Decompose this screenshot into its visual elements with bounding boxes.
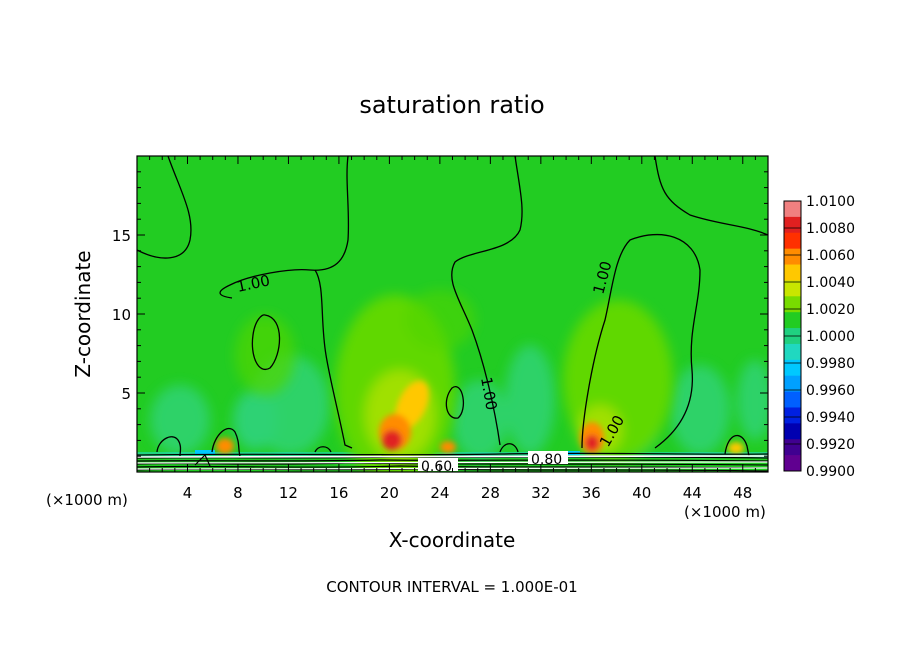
colorbar-swatch xyxy=(784,359,801,377)
x-tick-label: 36 xyxy=(582,484,601,502)
colorbar-swatch xyxy=(784,375,801,393)
contour-label-bg xyxy=(418,458,458,471)
colorbar-swatch xyxy=(784,391,801,408)
colorbar-label: 0.9960 xyxy=(806,383,855,399)
colorbar-label: 1.0020 xyxy=(806,302,855,318)
x-tick-label: 32 xyxy=(531,484,550,502)
plot-area xyxy=(137,156,768,472)
colorbar-label: 0.9980 xyxy=(806,356,855,372)
colorbar-swatch xyxy=(784,407,801,424)
x-tick-label: 12 xyxy=(279,484,298,502)
x-tick-label: 8 xyxy=(233,484,243,502)
colorbar-label: 1.0080 xyxy=(806,221,855,237)
y-tick-label: 10 xyxy=(112,306,131,324)
x-tick-label: 44 xyxy=(683,484,702,502)
contour-lines xyxy=(137,156,768,457)
colorbar-label: 0.9920 xyxy=(806,437,855,453)
colorbar-label: 1.0100 xyxy=(806,194,855,210)
colorbar-swatch xyxy=(784,280,801,297)
colorbar-swatch xyxy=(784,343,801,361)
x-tick-label: 4 xyxy=(183,484,193,502)
x-tick-label: 48 xyxy=(733,484,752,502)
colorbar-label: 1.0000 xyxy=(806,329,855,345)
contour-label: 0.60 xyxy=(421,459,452,475)
contour-label-bg xyxy=(528,451,568,464)
colorbar: 1.0100 1.0080 1.0060 1.0040 1.0020 1.0000 0.99… xyxy=(783,194,855,480)
y-axis-ticks: 5 10 15 xyxy=(112,155,768,473)
x-tick-label: 16 xyxy=(329,484,348,502)
x-tick-label: 40 xyxy=(632,484,651,502)
contour-label: 0.80 xyxy=(531,452,562,468)
colorbar-swatch xyxy=(784,216,801,234)
x-axis-ticks: 4 8 12 16 20 24 28 32 36 40 44 48 xyxy=(136,156,769,502)
x-axis-label: X-coordinate xyxy=(389,528,516,552)
y-tick-label: 15 xyxy=(112,227,131,245)
contour-interval-note: CONTOUR INTERVAL = 1.000E-01 xyxy=(326,578,577,596)
colorbar-swatch xyxy=(784,423,801,440)
colorbar-swatch xyxy=(784,296,801,313)
colorbar-label: 0.9940 xyxy=(806,410,855,426)
x-tick-label: 24 xyxy=(430,484,449,502)
x-tick-label: 28 xyxy=(481,484,500,502)
colorbar-swatch xyxy=(784,232,801,250)
supersaturated-cores xyxy=(216,380,744,454)
colorbar-swatch xyxy=(784,248,801,266)
colorbar-swatch xyxy=(784,264,801,281)
colorbar-swatch xyxy=(784,455,801,472)
colorbar-swatch xyxy=(784,439,801,456)
dry-patch xyxy=(195,450,215,455)
x-unit-left: (×1000 m) xyxy=(46,491,128,509)
x-tick-label: 20 xyxy=(380,484,399,502)
chart-title: saturation ratio xyxy=(359,91,544,119)
colorbar-swatch xyxy=(784,312,801,329)
contour-label: 1.00 xyxy=(477,376,501,412)
colorbar-label: 1.0060 xyxy=(806,248,855,264)
x-unit-right: (×1000 m) xyxy=(684,503,766,521)
y-tick-label: 5 xyxy=(121,385,131,403)
colorbar-swatch xyxy=(784,201,801,218)
y-axis-label: Z-coordinate xyxy=(71,250,95,377)
colorbar-label: 1.0040 xyxy=(806,275,855,291)
colorbar-label: 0.9900 xyxy=(806,464,855,480)
